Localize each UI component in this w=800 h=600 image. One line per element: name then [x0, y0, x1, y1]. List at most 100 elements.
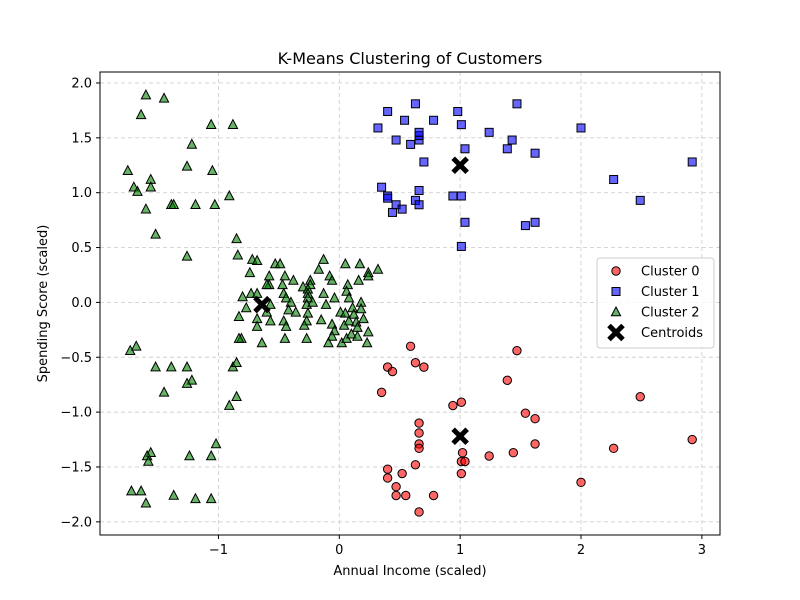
centroid-markers [253, 156, 469, 446]
triangle-point [279, 269, 291, 281]
square-point [383, 193, 393, 203]
triangle-point [145, 181, 157, 192]
circle-point [414, 443, 424, 454]
legend-entries: Cluster 0 Cluster 1 Cluster 2 Centroids [607, 265, 703, 342]
triangle-point [205, 118, 217, 129]
triangle-point [190, 198, 201, 210]
triangle-point [355, 302, 367, 314]
circle-point [576, 477, 586, 488]
circle-point [376, 387, 387, 398]
circle-point [419, 362, 429, 372]
triangle-point [251, 254, 263, 266]
triangle-point [227, 118, 239, 129]
triangle-point [343, 314, 355, 326]
circle-point [414, 418, 424, 428]
circle-point [448, 400, 458, 411]
triangle-point [206, 164, 218, 176]
plot-frame [99, 71, 721, 536]
triangle-point [280, 291, 292, 303]
circle-point [520, 408, 531, 418]
circle-point [428, 490, 439, 501]
triangle-point [233, 332, 245, 343]
circle-point [382, 473, 393, 483]
triangle-point [283, 304, 294, 315]
series-2 [122, 88, 384, 508]
triangle-point [362, 325, 374, 337]
square-point [460, 144, 470, 154]
triangle-point [168, 198, 180, 210]
triangle-point [140, 88, 152, 100]
triangle-point [329, 291, 340, 303]
triangle-point [315, 313, 327, 325]
triangle-point [140, 203, 152, 214]
square-point [456, 191, 466, 201]
triangle-point [158, 386, 170, 397]
triangle-point [205, 492, 217, 504]
square-point [383, 106, 393, 116]
triangle-point [165, 361, 177, 372]
triangle-point [285, 296, 297, 307]
centroid-marker [451, 427, 469, 446]
circle-point [414, 428, 424, 438]
circle-point [414, 507, 424, 517]
circle-point [391, 490, 401, 501]
triangle-point [158, 92, 170, 103]
triangle-point [298, 319, 310, 330]
circle-point [608, 443, 619, 454]
legend: Cluster 0 Cluster 1 Cluster 2 Centroids [596, 257, 715, 349]
circle-point [456, 397, 467, 407]
x-tick-label: 0 [335, 543, 343, 558]
circle-point [387, 366, 398, 377]
square-point [456, 120, 466, 130]
x-tick-label: 2 [577, 543, 585, 558]
triangle-point [232, 249, 244, 260]
square-point [429, 115, 439, 125]
circle-point [457, 448, 468, 458]
triangle-point [261, 278, 273, 290]
circle-point [410, 358, 421, 368]
square-point [687, 157, 697, 167]
circle-point [508, 448, 519, 458]
triangle-point [326, 330, 338, 341]
square-point [502, 144, 512, 154]
centroid-marker [253, 295, 271, 314]
triangle-point [130, 340, 142, 351]
triangle-point [231, 390, 242, 402]
triangle-point [125, 485, 137, 496]
x-axis-ticks: −1 0 1 2 3 [209, 535, 706, 558]
square-point [512, 99, 522, 109]
square-point [410, 99, 420, 109]
square-point [400, 115, 410, 125]
square-point [530, 148, 540, 158]
triangle-point [209, 198, 221, 210]
triangle-point [326, 274, 338, 285]
triangle-point [361, 336, 373, 348]
y-tick-label: −1.5 [60, 460, 92, 475]
y-tick-label: 2.0 [71, 76, 92, 91]
data-points [122, 88, 697, 517]
triangle-point [322, 336, 334, 348]
square-point [453, 106, 463, 116]
square-point [460, 217, 470, 227]
triangle-point [320, 298, 332, 309]
triangle-point [150, 228, 162, 239]
triangle-point [181, 377, 193, 388]
y-tick-label: −1.0 [60, 406, 92, 421]
triangle-point [313, 263, 325, 274]
circle-point [460, 456, 470, 467]
square-point [391, 135, 401, 145]
square-point [414, 200, 424, 210]
y-axis-ticks: −2.0 −1.5 −1.0 −0.5 0.0 0.5 1.0 1.5 2.0 [60, 76, 100, 530]
legend-marker-0 [611, 266, 621, 276]
square-point [406, 139, 416, 149]
y-tick-label: 0.5 [71, 241, 92, 256]
triangle-point [358, 312, 369, 324]
y-tick-label: −0.5 [60, 351, 92, 366]
square-point [419, 157, 429, 167]
triangle-point [231, 232, 242, 244]
triangle-point [135, 108, 147, 120]
triangle-point [132, 185, 143, 196]
triangle-point [318, 287, 330, 298]
square-point [530, 217, 540, 227]
